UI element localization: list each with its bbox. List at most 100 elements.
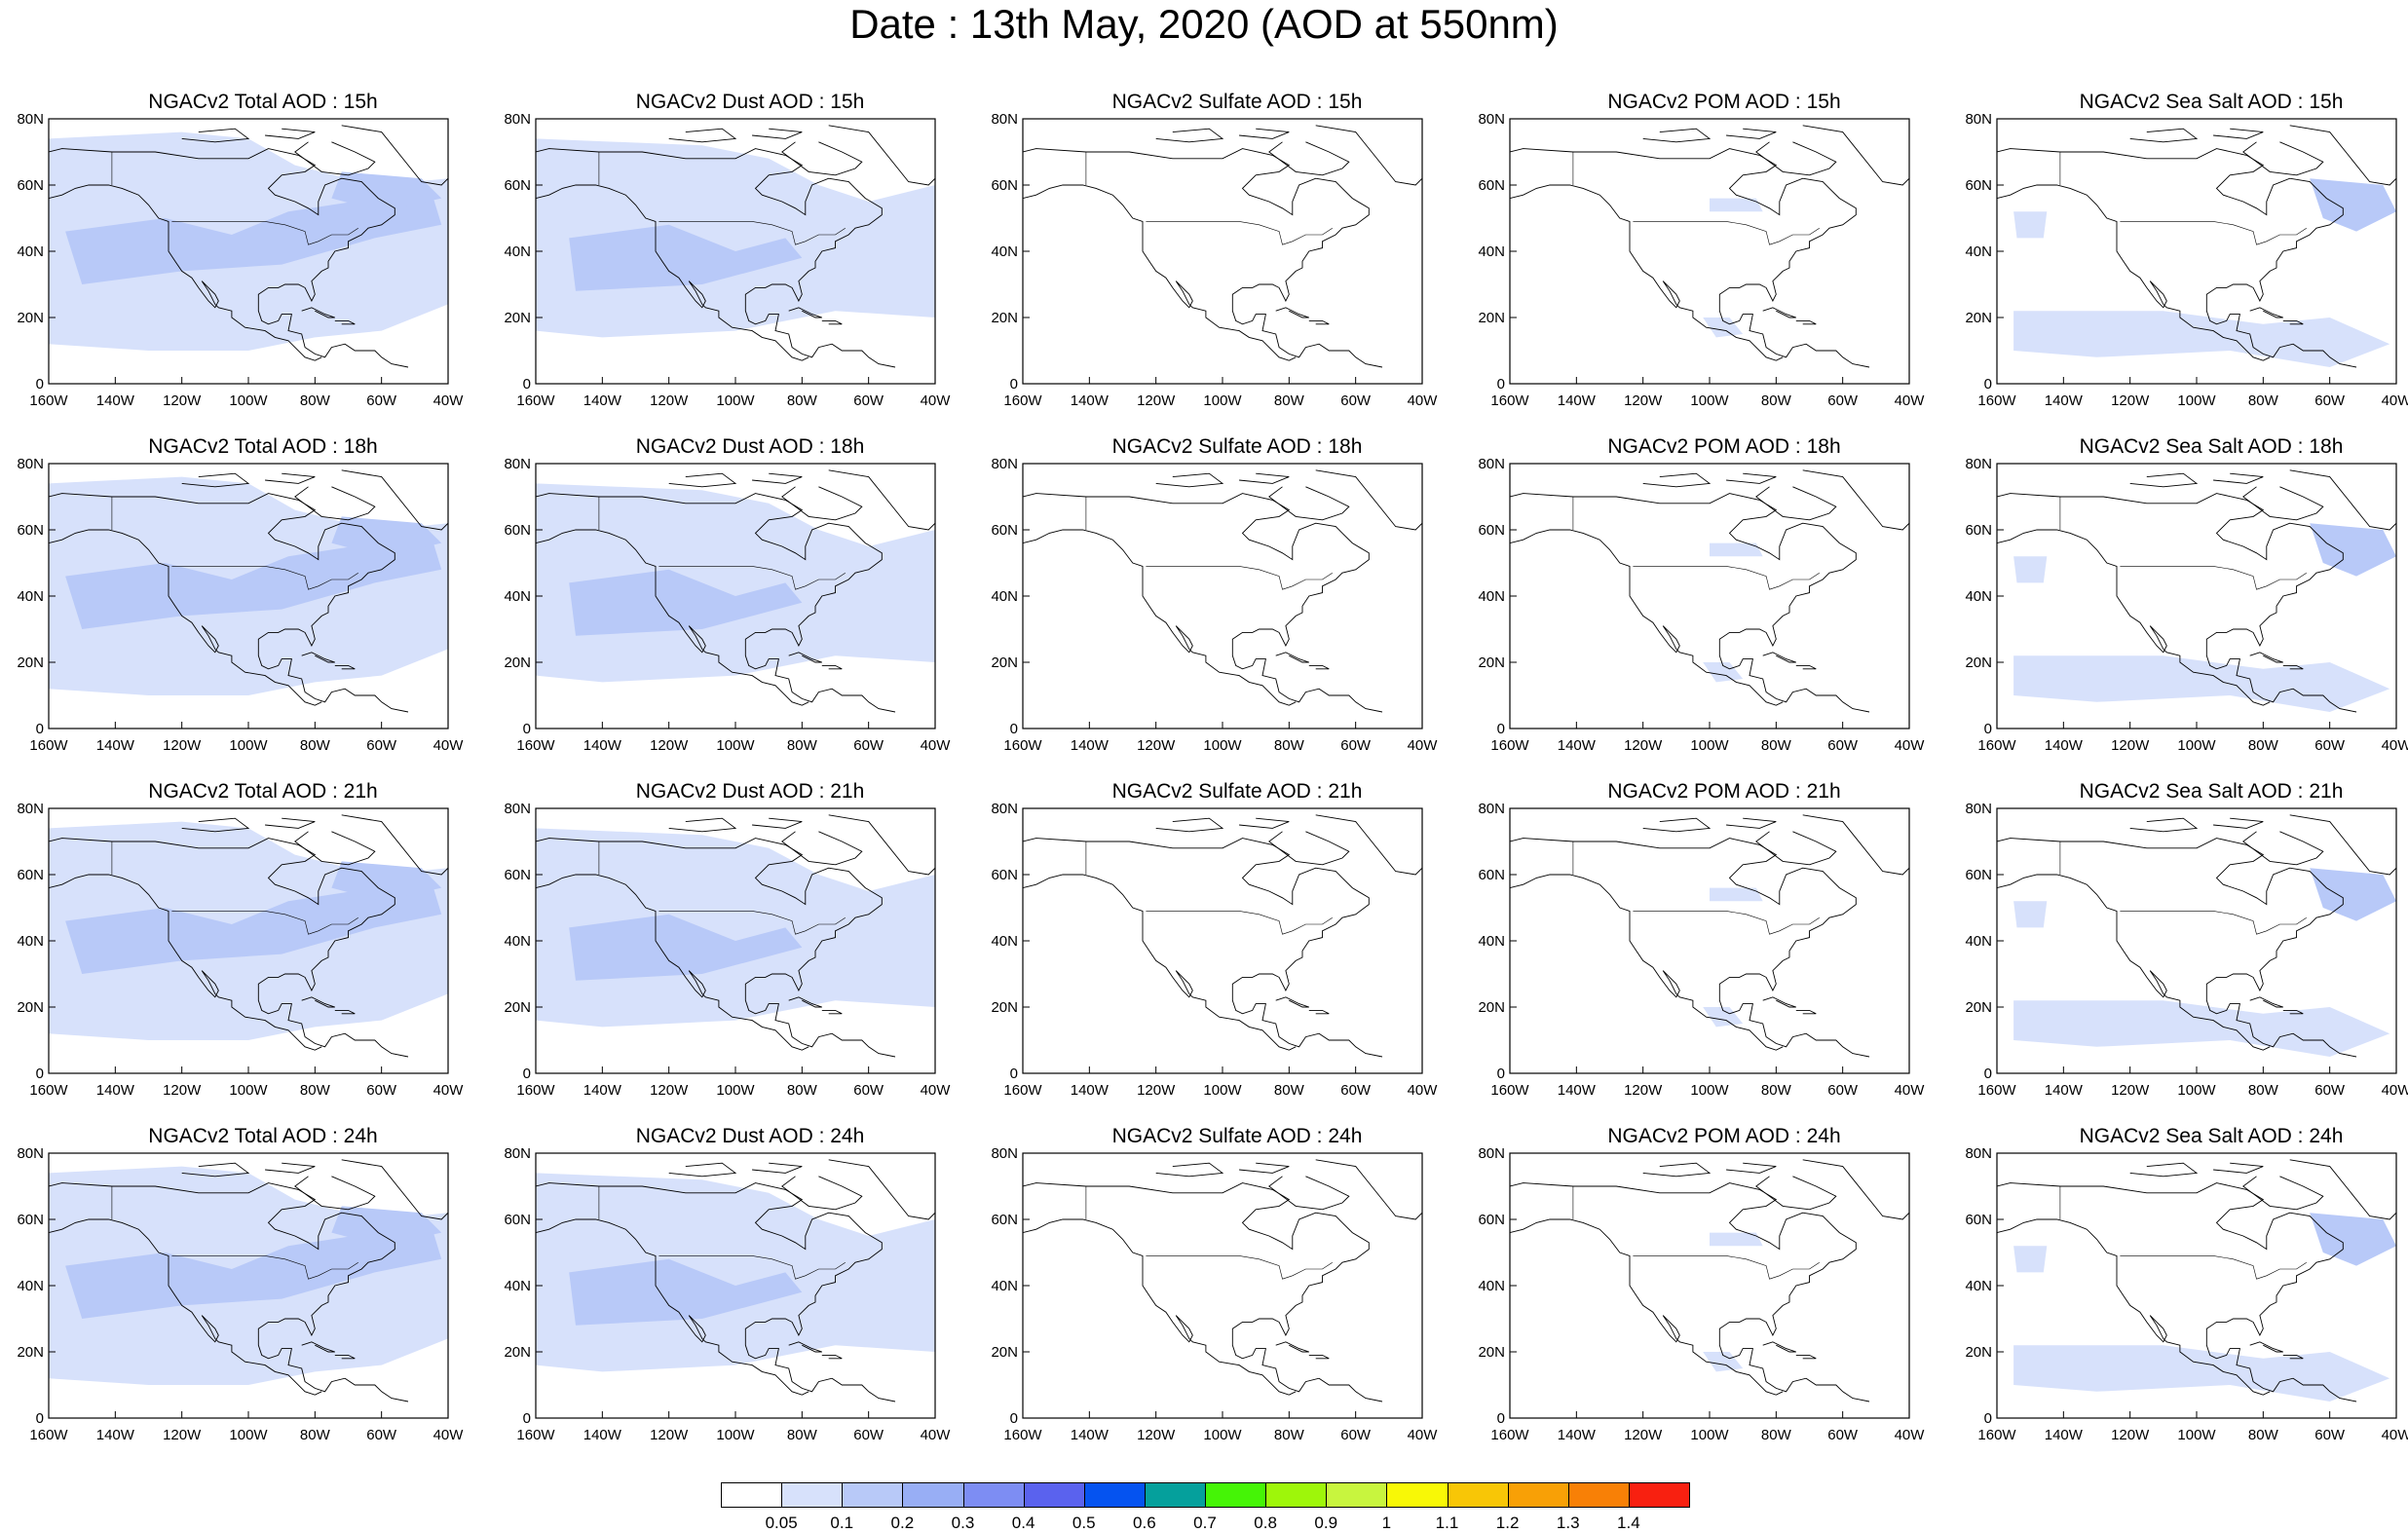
lon-tick-label: 160W <box>1977 737 2016 754</box>
coastline <box>1510 529 1784 706</box>
coastline <box>1762 652 1796 663</box>
lon-tick-label: 40W <box>921 1427 952 1443</box>
panel-title: NGACv2 Dust AOD : 24h <box>635 1125 865 1147</box>
lon-tick-label: 40W <box>1408 737 1439 754</box>
coastline <box>2242 831 2324 866</box>
coastline <box>1997 493 2357 713</box>
coastline <box>788 996 822 1008</box>
lon-tick-label: 140W <box>2045 737 2084 754</box>
lon-tick-label: 120W <box>2111 393 2150 409</box>
coastline <box>1023 148 1383 368</box>
lat-tick-label: 20N <box>991 654 1018 671</box>
coastline <box>1315 1153 1422 1220</box>
lat-tick-label: 0 <box>523 721 531 737</box>
lon-tick-label: 160W <box>29 1427 68 1443</box>
lat-tick-label: 0 <box>523 376 531 393</box>
coastline <box>341 808 448 876</box>
coastline <box>301 307 335 318</box>
coastline <box>1726 817 1777 829</box>
lat-tick-label: 40N <box>991 1278 1018 1294</box>
lon-tick-label: 120W <box>163 393 202 409</box>
lat-tick-label: 0 <box>1984 1066 1992 1082</box>
map-panel: NGACv2 Sea Salt AOD : 24h 80N 60N 40N 20N 0 16… <box>1965 1124 2408 1443</box>
country-border <box>1146 911 1333 935</box>
lon-tick-label: 120W <box>650 393 689 409</box>
panel-title: NGACv2 POM AOD : 15h <box>1607 91 1841 113</box>
coastline <box>2282 664 2304 670</box>
coastline <box>1510 838 1870 1058</box>
colorbar-swatch <box>842 1482 904 1508</box>
lon-tick-label: 80W <box>1274 737 1305 754</box>
lat-tick-label: 0 <box>1010 1410 1018 1427</box>
lon-tick-label: 100W <box>1203 393 1242 409</box>
lon-tick-label: 120W <box>1137 1427 1176 1443</box>
country-border <box>658 1255 846 1280</box>
lat-tick-label: 0 <box>1010 376 1018 393</box>
coastline <box>294 141 376 176</box>
aod-field <box>2013 556 2048 583</box>
coastline <box>788 307 822 318</box>
lon-tick-label: 160W <box>516 1427 555 1443</box>
coastline <box>2289 119 2396 186</box>
coastline <box>1308 664 1330 670</box>
lon-tick-label: 80W <box>1761 737 1792 754</box>
lon-tick-label: 100W <box>1690 1427 1729 1443</box>
coastline <box>828 808 935 876</box>
coastline <box>334 1009 356 1015</box>
lon-tick-label: 80W <box>300 1082 331 1099</box>
aod-field <box>1703 662 1744 683</box>
coastline <box>1642 128 1712 143</box>
lon-tick-label: 100W <box>229 737 268 754</box>
lon-tick-label: 100W <box>2177 393 2216 409</box>
colorbar-label: 1.1 <box>1435 1514 1459 1532</box>
lon-tick-label: 60W <box>366 1082 397 1099</box>
lon-tick-label: 40W <box>1408 1427 1439 1443</box>
coastline <box>821 1354 843 1360</box>
coastline <box>2129 128 2199 143</box>
coastline <box>1268 486 1350 521</box>
lat-tick-label: 40N <box>504 1278 531 1294</box>
aod-field <box>1703 1352 1744 1372</box>
lon-tick-label: 100W <box>716 1427 755 1443</box>
map-panel: NGACv2 POM AOD : 21h 80N 60N 40N 20N 0 160W 140… <box>1478 779 1948 1099</box>
coastline <box>2242 1176 2324 1211</box>
coastline <box>49 148 409 368</box>
lon-tick-label: 60W <box>2314 393 2346 409</box>
colorbar: 0.05 0.1 0.2 0.3 0.4 0.5 0.6 0.7 0.8 0.9 1 1.1 1.2 1.… <box>721 1482 1690 1532</box>
colorbar-swatch <box>1326 1482 1388 1508</box>
lat-tick-label: 0 <box>1010 721 1018 737</box>
coastline <box>536 1218 809 1396</box>
coastline <box>49 529 322 706</box>
coastline <box>1239 817 1290 829</box>
coastline <box>1795 664 1817 670</box>
lon-tick-label: 140W <box>96 737 135 754</box>
lon-tick-label: 140W <box>1558 1427 1597 1443</box>
lat-tick-label: 40N <box>1965 1278 1992 1294</box>
lat-tick-label: 40N <box>1478 933 1505 950</box>
coastline <box>788 1341 822 1353</box>
coastline <box>1755 831 1837 866</box>
coastline <box>781 831 863 866</box>
lon-tick-label: 80W <box>300 737 331 754</box>
coastline <box>341 1153 448 1220</box>
lat-tick-label: 20N <box>1965 654 1992 671</box>
lon-tick-label: 140W <box>96 1082 135 1099</box>
coastline <box>1308 319 1330 325</box>
aod-field <box>2013 211 2048 239</box>
coastline <box>1510 148 1870 368</box>
lat-tick-label: 20N <box>504 310 531 326</box>
panel-title: NGACv2 Sulfate AOD : 21h <box>1111 780 1363 803</box>
coastline <box>821 319 843 325</box>
coastline <box>2213 128 2264 139</box>
lat-tick-label: 80N <box>17 1145 44 1162</box>
lon-tick-label: 80W <box>1761 393 1792 409</box>
coastline <box>1802 1153 1909 1220</box>
map-panel: NGACv2 Sulfate AOD : 18h 80N 60N 40N 20N 0 160… <box>991 434 1461 754</box>
coastline <box>668 472 737 488</box>
lon-tick-label: 140W <box>1071 393 1110 409</box>
lat-tick-label: 20N <box>17 1344 44 1361</box>
